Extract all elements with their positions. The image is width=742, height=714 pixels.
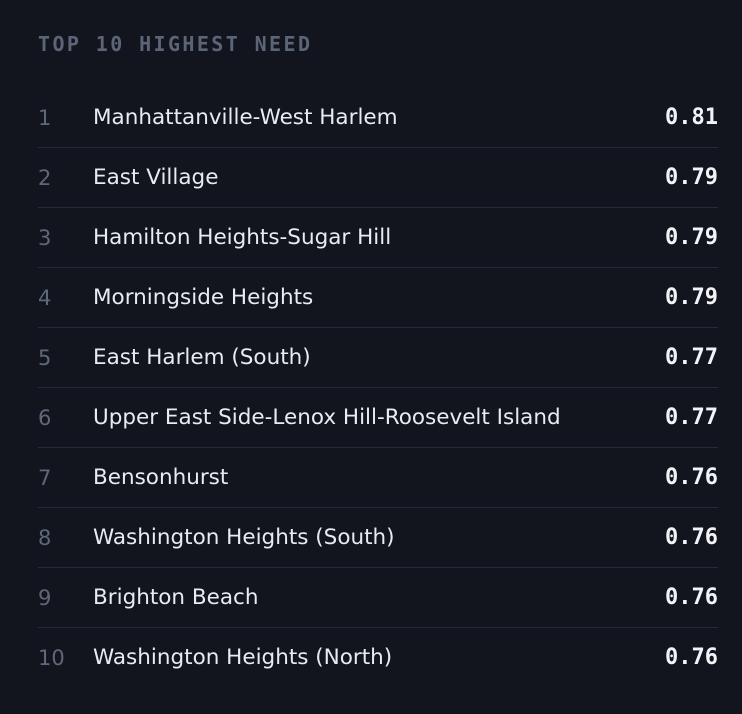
need-score: 0.79 xyxy=(665,284,718,310)
neighborhood-name: East Harlem (South) xyxy=(93,344,311,370)
rank-number: 9 xyxy=(38,585,52,610)
rank-number: 6 xyxy=(38,405,52,430)
list-item[interactable]: 10 Washington Heights (North) 0.76 xyxy=(38,628,718,687)
neighborhood-name: Manhattanville-West Harlem xyxy=(93,104,398,130)
rank-number: 5 xyxy=(38,345,52,370)
list-item[interactable]: 1 Manhattanville-West Harlem 0.81 xyxy=(38,88,718,148)
ranking-list: 1 Manhattanville-West Harlem 0.81 2 East… xyxy=(38,88,718,687)
list-item[interactable]: 6 Upper East Side-Lenox Hill-Roosevelt I… xyxy=(38,388,718,448)
neighborhood-name: Hamilton Heights-Sugar Hill xyxy=(93,224,392,250)
list-item[interactable]: 3 Hamilton Heights-Sugar Hill 0.79 xyxy=(38,208,718,268)
neighborhood-name: Washington Heights (North) xyxy=(93,644,393,670)
list-item[interactable]: 8 Washington Heights (South) 0.76 xyxy=(38,508,718,568)
rank-number: 3 xyxy=(38,225,52,250)
neighborhood-name: Bensonhurst xyxy=(93,464,229,490)
rank-number: 4 xyxy=(38,285,52,310)
rank-number: 7 xyxy=(38,465,52,490)
need-score: 0.77 xyxy=(665,344,718,370)
list-item[interactable]: 2 East Village 0.79 xyxy=(38,148,718,208)
neighborhood-name: Upper East Side-Lenox Hill-Roosevelt Isl… xyxy=(93,404,561,430)
need-score: 0.76 xyxy=(665,524,718,550)
rank-number: 1 xyxy=(38,105,52,130)
need-score: 0.77 xyxy=(665,404,718,430)
need-score: 0.81 xyxy=(665,104,718,130)
need-score: 0.76 xyxy=(665,584,718,610)
rank-number: 8 xyxy=(38,525,52,550)
neighborhood-name: East Village xyxy=(93,164,219,190)
need-score: 0.76 xyxy=(665,464,718,490)
panel-heading: TOP 10 HIGHEST NEED xyxy=(38,32,313,56)
rank-number: 10 xyxy=(38,645,65,670)
rank-number: 2 xyxy=(38,165,52,190)
neighborhood-name: Brighton Beach xyxy=(93,584,259,610)
list-item[interactable]: 4 Morningside Heights 0.79 xyxy=(38,268,718,328)
list-item[interactable]: 9 Brighton Beach 0.76 xyxy=(38,568,718,628)
need-score: 0.79 xyxy=(665,164,718,190)
need-score: 0.79 xyxy=(665,224,718,250)
need-score: 0.76 xyxy=(665,644,718,670)
neighborhood-name: Morningside Heights xyxy=(93,284,314,310)
neighborhood-name: Washington Heights (South) xyxy=(93,524,395,550)
list-item[interactable]: 5 East Harlem (South) 0.77 xyxy=(38,328,718,388)
list-item[interactable]: 7 Bensonhurst 0.76 xyxy=(38,448,718,508)
